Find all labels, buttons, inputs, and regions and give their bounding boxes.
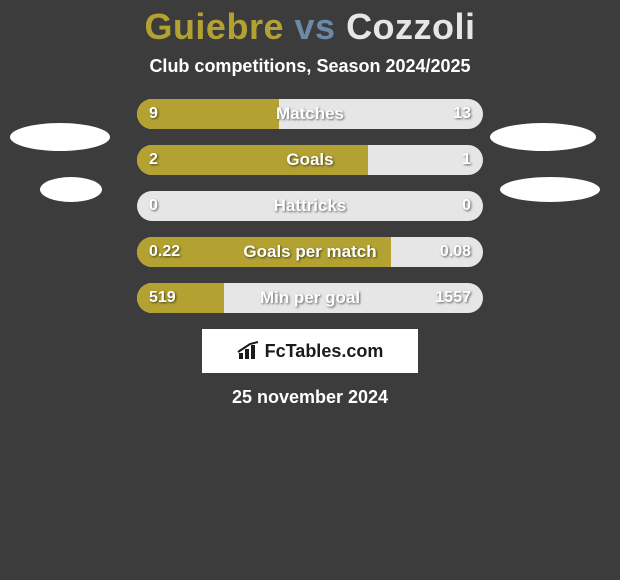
stat-row: 913Matches: [137, 99, 483, 129]
bar-left: [137, 145, 368, 175]
right-marker: [490, 123, 596, 151]
player1-name: Guiebre: [144, 6, 284, 47]
stat-row: 0.220.08Goals per match: [137, 237, 483, 267]
bar-left: [137, 283, 224, 313]
vs-separator: vs: [295, 6, 336, 47]
stat-row: 21Goals: [137, 145, 483, 175]
date: 25 november 2024: [0, 387, 620, 408]
comparison-infographic: Guiebre vs Cozzoli Club competitions, Se…: [0, 0, 620, 408]
page-title: Guiebre vs Cozzoli: [0, 0, 620, 50]
bar-left: [137, 237, 391, 267]
left-marker: [40, 177, 102, 202]
left-marker: [10, 123, 110, 151]
bar-chart-icon: [237, 341, 261, 361]
right-marker: [500, 177, 600, 202]
brand-box: FcTables.com: [202, 329, 418, 373]
bar-left: [137, 99, 279, 129]
player2-name: Cozzoli: [346, 6, 475, 47]
stat-row: 5191557Min per goal: [137, 283, 483, 313]
bar-right: [137, 191, 483, 221]
brand-text: FcTables.com: [265, 341, 384, 362]
subtitle: Club competitions, Season 2024/2025: [0, 56, 620, 77]
stat-row: 00Hattricks: [137, 191, 483, 221]
